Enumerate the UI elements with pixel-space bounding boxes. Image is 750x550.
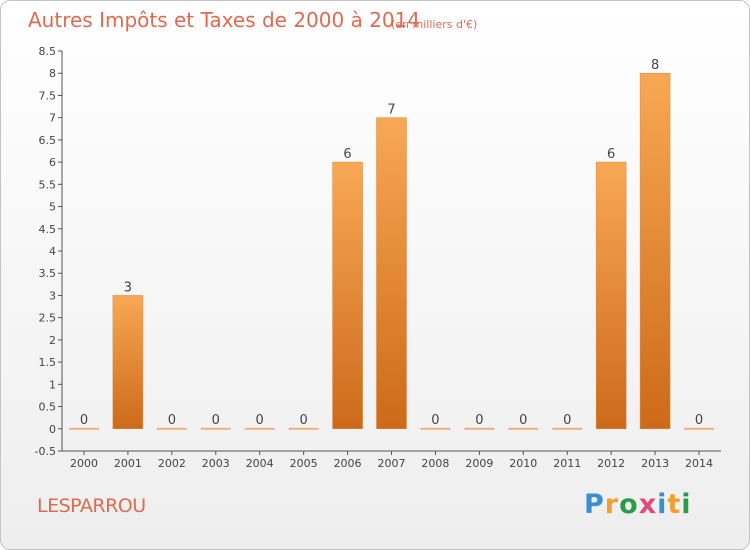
y-tick-label: -0.5 (35, 445, 56, 458)
y-tick-label: 6.5 (39, 134, 57, 147)
chart-title: Autres Impôts et Taxes de 2000 à 2014 (28, 8, 421, 32)
x-tick-label: 2009 (465, 457, 493, 470)
data-label: 6 (607, 147, 615, 162)
x-tick-label: 2003 (202, 457, 230, 470)
data-label: 0 (475, 413, 483, 428)
logo-letter: r (604, 489, 620, 520)
data-label: 0 (256, 413, 264, 428)
bar (639, 72, 671, 430)
data-label: 0 (695, 413, 703, 428)
x-tick-label: 2007 (378, 457, 406, 470)
logo-letter: P (584, 489, 605, 520)
x-tick-label: 2004 (246, 457, 274, 470)
commune-name: LESPARROU (37, 495, 146, 517)
data-label: 3 (124, 280, 132, 295)
bar (68, 427, 99, 430)
bar (112, 295, 144, 430)
x-tick-label: 2000 (70, 457, 98, 470)
y-tick-label: 8 (49, 67, 56, 80)
data-label: 0 (168, 413, 176, 428)
y-tick-label: 0 (49, 423, 56, 436)
data-label: 0 (563, 413, 571, 428)
y-tick-label: 1 (49, 378, 56, 391)
data-label: 7 (387, 103, 395, 118)
x-tick-label: 2013 (641, 457, 669, 470)
y-tick-label: 4 (49, 245, 56, 258)
y-tick-label: 7 (49, 112, 56, 125)
logo-letter: i (657, 489, 668, 520)
y-tick-label: 2 (49, 334, 56, 347)
logo-letter: t (667, 489, 682, 520)
bar (376, 117, 407, 430)
logo-letter: i (681, 489, 692, 520)
y-tick-label: 0.5 (39, 401, 57, 414)
bar (508, 427, 539, 430)
x-tick-label: 2011 (553, 457, 581, 470)
logo-letter: x (638, 489, 658, 520)
x-tick-label: 2001 (114, 457, 142, 470)
bar (156, 427, 187, 430)
x-tick-label: 2010 (509, 457, 537, 470)
y-tick-label: 3 (49, 289, 56, 302)
data-label: 0 (519, 413, 527, 428)
y-tick-label: 5 (49, 201, 56, 214)
data-label: 0 (80, 413, 88, 428)
y-tick-label: 8.5 (39, 45, 57, 58)
bar (552, 427, 583, 430)
y-tick-label: 5.5 (39, 178, 57, 191)
bar (464, 427, 495, 430)
y-tick-label: 2.5 (39, 312, 57, 325)
bar (595, 161, 627, 430)
y-tick-label: 1.5 (39, 356, 57, 369)
x-tick-label: 2005 (290, 457, 318, 470)
bar (244, 427, 275, 430)
x-tick-label: 2012 (597, 457, 625, 470)
data-label: 0 (299, 413, 307, 428)
bar (684, 427, 715, 430)
logo-letter: o (619, 489, 639, 520)
bar (200, 427, 231, 430)
y-tick-label: 4.5 (39, 223, 57, 236)
chart-unit: (en milliers d'€) (391, 18, 478, 31)
data-label: 0 (431, 413, 439, 428)
data-label: 8 (651, 58, 659, 73)
y-tick-label: 7.5 (39, 89, 57, 102)
data-label: 6 (343, 147, 351, 162)
bar (332, 161, 363, 430)
y-tick-label: 3.5 (39, 267, 57, 280)
proxiti-logo: Proxiti (584, 489, 692, 520)
x-tick-label: 2008 (421, 457, 449, 470)
x-tick-label: 2006 (334, 457, 362, 470)
x-tick-label: 2014 (685, 457, 713, 470)
y-tick-label: 6 (49, 156, 56, 169)
data-label: 0 (212, 413, 220, 428)
bar (288, 427, 319, 430)
x-tick-label: 2002 (158, 457, 186, 470)
bar (420, 427, 451, 430)
